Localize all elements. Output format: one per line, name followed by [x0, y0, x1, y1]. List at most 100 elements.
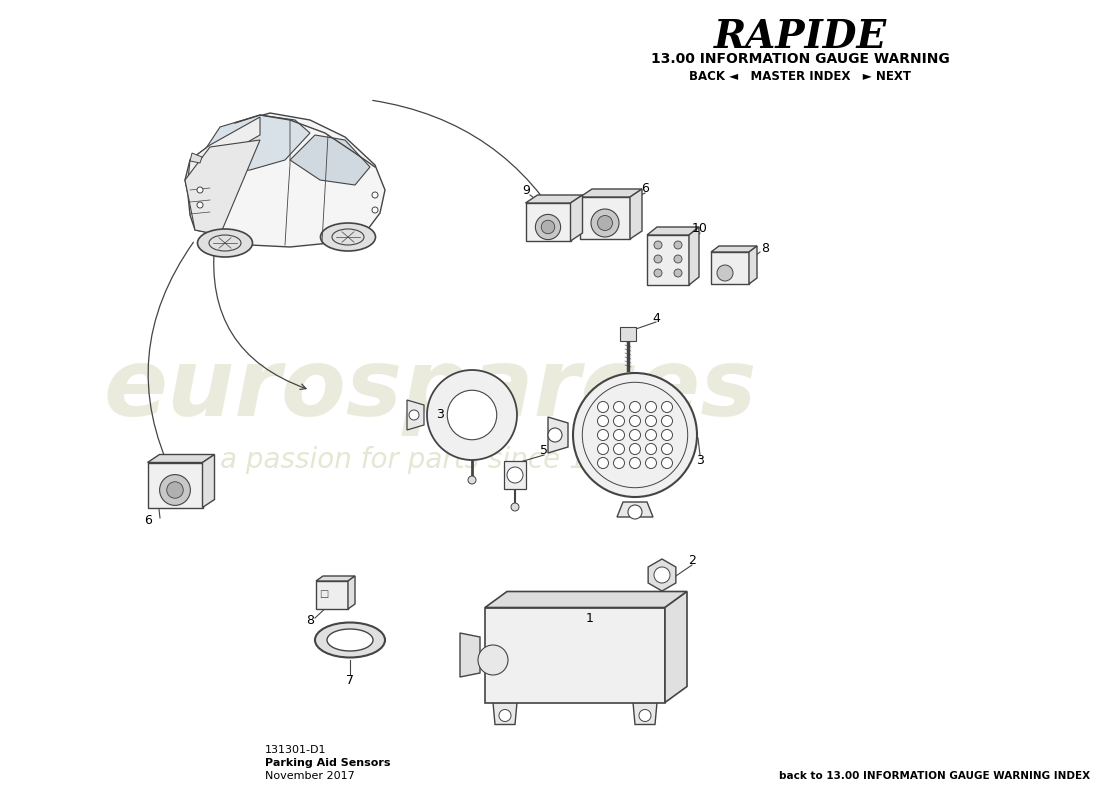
Circle shape: [629, 458, 640, 469]
Polygon shape: [617, 502, 653, 517]
Circle shape: [167, 482, 184, 498]
Polygon shape: [749, 246, 757, 284]
Circle shape: [639, 710, 651, 722]
Polygon shape: [526, 203, 571, 241]
Circle shape: [646, 415, 657, 426]
Text: back to 13.00 INFORMATION GAUGE WARNING INDEX: back to 13.00 INFORMATION GAUGE WARNING …: [779, 771, 1090, 781]
Text: 7: 7: [346, 674, 354, 686]
Circle shape: [409, 410, 419, 420]
Circle shape: [597, 402, 608, 413]
Circle shape: [646, 402, 657, 413]
Circle shape: [674, 255, 682, 263]
Ellipse shape: [315, 622, 385, 658]
Circle shape: [427, 370, 517, 460]
Ellipse shape: [320, 223, 375, 251]
Circle shape: [573, 373, 697, 497]
Circle shape: [614, 415, 625, 426]
Circle shape: [661, 402, 672, 413]
Text: eurosparces: eurosparces: [103, 344, 757, 436]
Circle shape: [614, 430, 625, 441]
Ellipse shape: [198, 229, 253, 257]
Circle shape: [597, 215, 613, 230]
Polygon shape: [290, 135, 370, 185]
Circle shape: [674, 269, 682, 277]
Circle shape: [674, 241, 682, 249]
Circle shape: [661, 415, 672, 426]
Circle shape: [591, 209, 619, 237]
Circle shape: [654, 567, 670, 583]
Ellipse shape: [327, 629, 373, 651]
Circle shape: [629, 402, 640, 413]
Circle shape: [507, 467, 522, 483]
Polygon shape: [185, 113, 385, 247]
Text: 1: 1: [586, 611, 594, 625]
Polygon shape: [632, 702, 657, 725]
Polygon shape: [630, 189, 642, 239]
Circle shape: [541, 220, 554, 234]
Polygon shape: [460, 633, 480, 677]
Polygon shape: [666, 591, 688, 702]
Text: BACK ◄   MASTER INDEX   ► NEXT: BACK ◄ MASTER INDEX ► NEXT: [689, 70, 911, 83]
Polygon shape: [620, 327, 636, 341]
Text: 8: 8: [306, 614, 313, 626]
Polygon shape: [648, 559, 675, 591]
Circle shape: [661, 458, 672, 469]
Polygon shape: [711, 246, 757, 252]
Text: 6: 6: [641, 182, 649, 194]
Text: 131301-D1: 131301-D1: [265, 745, 327, 755]
Polygon shape: [147, 454, 214, 462]
Circle shape: [197, 187, 204, 193]
Polygon shape: [647, 235, 689, 285]
Polygon shape: [190, 153, 202, 163]
Circle shape: [536, 214, 561, 240]
Polygon shape: [348, 576, 355, 609]
Circle shape: [629, 430, 640, 441]
Polygon shape: [580, 197, 630, 239]
Circle shape: [372, 192, 378, 198]
Polygon shape: [485, 591, 688, 607]
Text: a passion for parts since 1985: a passion for parts since 1985: [220, 446, 640, 474]
Circle shape: [646, 458, 657, 469]
Circle shape: [597, 430, 608, 441]
Circle shape: [597, 443, 608, 454]
Text: □: □: [319, 589, 329, 599]
Circle shape: [646, 430, 657, 441]
Circle shape: [197, 202, 204, 208]
Circle shape: [372, 207, 378, 213]
Polygon shape: [526, 195, 583, 203]
Polygon shape: [316, 576, 355, 581]
Text: 10: 10: [692, 222, 708, 234]
Circle shape: [661, 443, 672, 454]
Text: 13.00 INFORMATION GAUGE WARNING: 13.00 INFORMATION GAUGE WARNING: [650, 52, 949, 66]
Polygon shape: [185, 140, 260, 235]
Circle shape: [646, 443, 657, 454]
Circle shape: [512, 503, 519, 511]
Polygon shape: [548, 417, 568, 453]
Circle shape: [661, 430, 672, 441]
Circle shape: [614, 443, 625, 454]
Polygon shape: [493, 702, 517, 725]
Circle shape: [499, 710, 512, 722]
Polygon shape: [485, 607, 666, 702]
Polygon shape: [711, 252, 749, 284]
Circle shape: [448, 390, 497, 440]
Polygon shape: [504, 461, 526, 489]
Circle shape: [654, 255, 662, 263]
Text: RAPIDE: RAPIDE: [714, 18, 887, 56]
Text: 2: 2: [689, 554, 696, 566]
Circle shape: [597, 458, 608, 469]
Polygon shape: [647, 227, 698, 235]
Text: November 2017: November 2017: [265, 771, 354, 781]
Polygon shape: [689, 227, 698, 285]
Circle shape: [717, 265, 733, 281]
Text: 4: 4: [652, 311, 660, 325]
Text: Parking Aid Sensors: Parking Aid Sensors: [265, 758, 390, 768]
Circle shape: [629, 443, 640, 454]
Text: 5: 5: [540, 443, 548, 457]
Polygon shape: [407, 400, 424, 430]
Circle shape: [597, 415, 608, 426]
Text: 3: 3: [696, 454, 704, 466]
Polygon shape: [580, 189, 642, 197]
Circle shape: [654, 269, 662, 277]
Circle shape: [160, 474, 190, 506]
